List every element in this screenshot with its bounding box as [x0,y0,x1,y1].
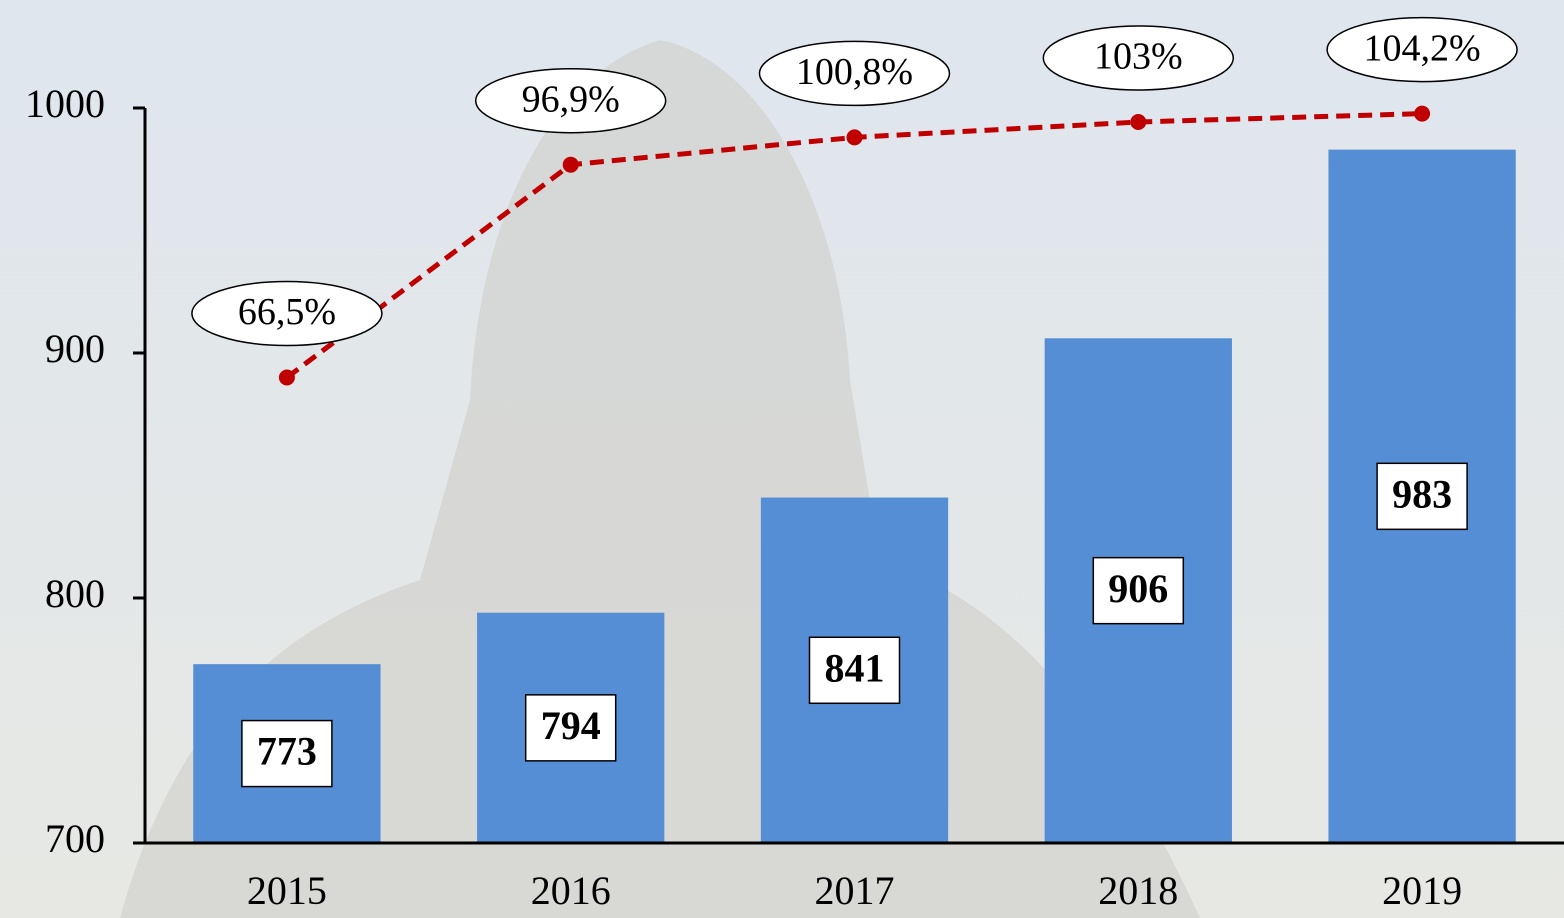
data-label: 983 [1392,471,1452,516]
data-label: 794 [541,703,601,748]
line-marker [279,370,295,386]
data-label: 66,5% [238,291,336,333]
x-tick-label: 2016 [531,868,611,913]
y-tick-label: 700 [45,816,105,861]
line-marker [847,129,863,145]
page: {"chart_data": {"type": "bar", "categori… [0,0,1564,918]
line-marker [1130,114,1146,130]
x-tick-label: 2017 [815,868,895,913]
y-tick-label: 800 [45,571,105,616]
data-label: 104,2% [1364,27,1481,69]
data-label: 103% [1094,36,1183,78]
data-label: 96,9% [522,78,620,120]
data-label: 773 [257,729,317,774]
y-tick-label: 900 [45,326,105,371]
line-marker [563,157,579,173]
data-label: 841 [825,645,885,690]
data-label: 906 [1108,566,1168,611]
x-tick-label: 2018 [1098,868,1178,913]
x-tick-label: 2019 [1382,868,1462,913]
data-label: 100,8% [796,51,913,93]
y-tick-label: 1000 [25,81,105,126]
line-marker [1414,106,1430,122]
x-tick-label: 2015 [247,868,327,913]
chart: 700 800 900 1000 2015 2016 2017 2018 2019 773 794 8… [0,0,1564,918]
